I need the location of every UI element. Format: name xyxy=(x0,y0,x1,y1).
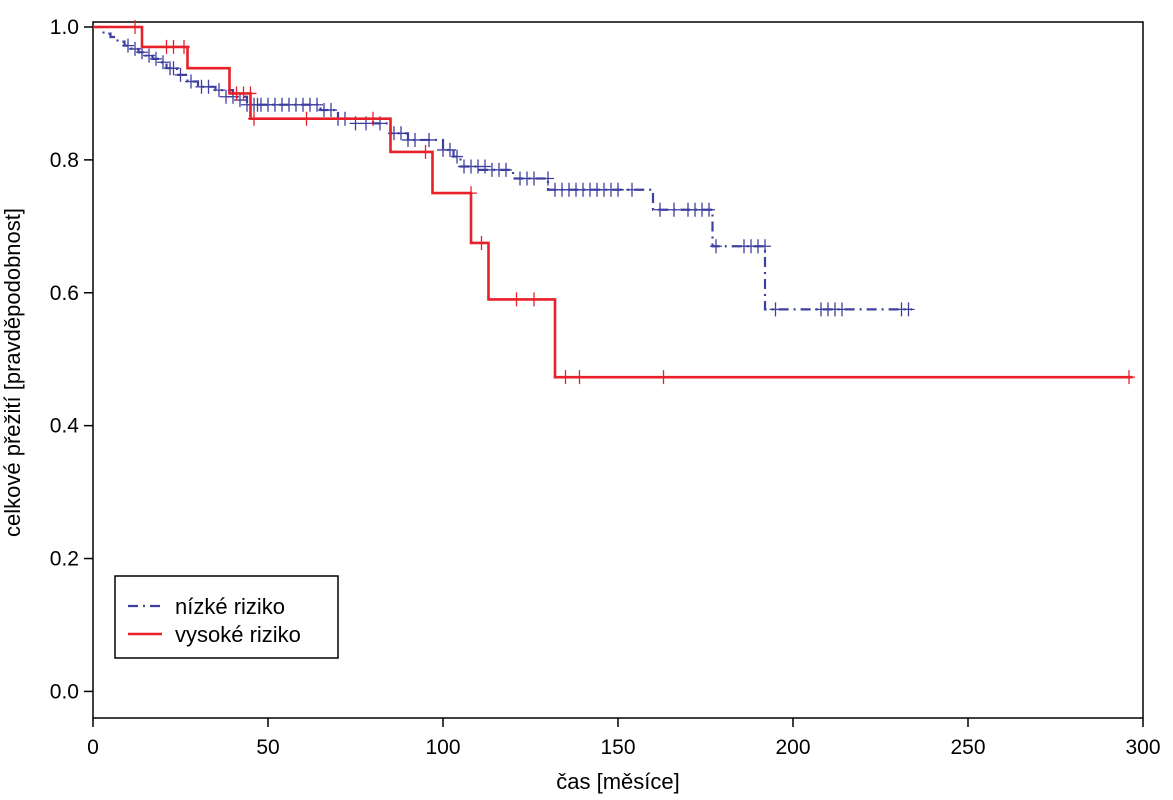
censor-mark xyxy=(122,38,134,53)
censor-mark xyxy=(367,111,379,126)
censor-mark xyxy=(668,202,680,217)
censor-mark xyxy=(654,202,666,217)
censor-mark xyxy=(174,67,187,82)
series-2 xyxy=(93,20,1135,385)
censor-mark xyxy=(311,97,323,112)
y-tick-label: 0.6 xyxy=(50,282,79,305)
censor-mark xyxy=(244,86,257,101)
censor-mark xyxy=(510,292,523,307)
censor-mark xyxy=(710,239,722,254)
legend: nízké riziko vysoké riziko xyxy=(114,575,339,659)
censor-mark xyxy=(759,239,771,254)
censor-mark xyxy=(902,302,915,317)
series-1 xyxy=(93,25,915,317)
y-axis-label: celkové přežití [pravděpodobnost] xyxy=(0,208,25,537)
censor-mark xyxy=(167,61,180,76)
series-layer xyxy=(93,20,1135,385)
x-tick-label: 300 xyxy=(1125,736,1160,759)
censor-mark xyxy=(528,171,540,186)
legend-box xyxy=(114,575,339,659)
censor-mark xyxy=(465,186,477,201)
x-tick-label: 0 xyxy=(87,736,99,759)
censor-mark xyxy=(325,103,337,118)
censor-mark xyxy=(185,74,197,89)
x-axis-label: čas [měsíce] xyxy=(556,769,679,794)
censor-mark xyxy=(528,292,540,307)
y-tick-label: 1.0 xyxy=(50,16,79,39)
censor-mark xyxy=(451,149,463,164)
censor-mark xyxy=(202,79,215,94)
censor-mark xyxy=(150,51,162,66)
series-line xyxy=(93,25,1133,379)
y-tick-label: 0.2 xyxy=(50,548,79,571)
censor-mark xyxy=(612,182,624,197)
censor-mark xyxy=(129,41,141,56)
censor-mark xyxy=(157,55,169,70)
censor-mark xyxy=(213,83,225,98)
censor-mark xyxy=(129,20,141,34)
censor-mark xyxy=(573,370,586,385)
censor-mark xyxy=(500,162,512,177)
censor-mark xyxy=(423,132,435,147)
censor-mark xyxy=(444,142,456,157)
censor-mark xyxy=(475,235,488,250)
legend-label: vysoké riziko xyxy=(175,622,301,647)
axes: 0 50 100 150 200 250 300 0.0 0.2 0.4 0.6 0.8 1.0 xyxy=(50,16,1161,759)
censor-mark xyxy=(626,182,638,197)
y-tick-label: 0.0 xyxy=(50,680,79,703)
censor-mark xyxy=(479,159,491,174)
censor-mark xyxy=(143,48,155,63)
y-tick-label: 0.4 xyxy=(50,415,80,438)
censor-mark xyxy=(559,370,572,385)
censor-mark xyxy=(167,39,180,54)
censor-mark xyxy=(395,126,407,141)
censor-mark xyxy=(409,132,421,147)
legend-label: nízké riziko xyxy=(175,594,285,619)
x-tick-label: 50 xyxy=(256,736,279,759)
censor-mark xyxy=(248,111,260,126)
censor-mark xyxy=(657,370,670,385)
x-tick-label: 100 xyxy=(425,736,460,759)
censor-mark xyxy=(769,302,782,317)
censor-mark xyxy=(300,111,313,126)
censor-mark xyxy=(703,202,715,217)
censor-mark xyxy=(836,302,848,317)
x-tick-label: 250 xyxy=(950,736,985,759)
censor-mark xyxy=(1123,370,1135,385)
x-tick-label: 150 xyxy=(600,736,635,759)
censor-mark xyxy=(178,39,190,54)
x-tick-label: 200 xyxy=(775,736,810,759)
censor-mark xyxy=(542,171,554,186)
y-tick-label: 0.8 xyxy=(50,149,79,172)
censor-mark xyxy=(419,144,432,159)
